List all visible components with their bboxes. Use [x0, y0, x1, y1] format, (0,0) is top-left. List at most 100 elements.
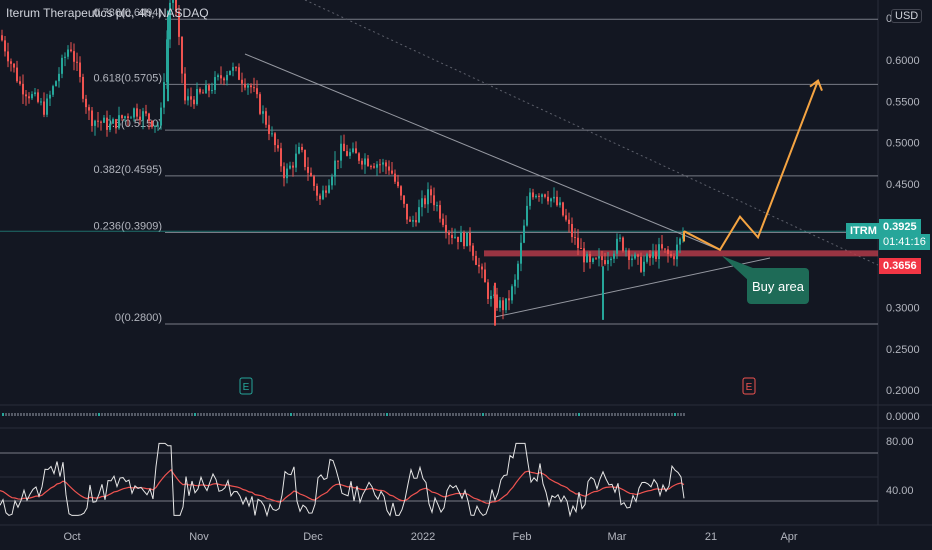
- candle-body: [373, 166, 375, 168]
- candle-body: [439, 205, 441, 219]
- osc1-dot: [377, 413, 379, 416]
- osc1-dot: [674, 413, 676, 416]
- candle-body: [592, 258, 594, 263]
- candle-body: [535, 195, 537, 198]
- osc1-dot: [347, 413, 349, 416]
- candle-body: [577, 237, 579, 248]
- candle-body: [130, 117, 132, 119]
- candle-body: [157, 125, 159, 127]
- candle-body: [109, 123, 111, 130]
- price-tick: 0.2000: [886, 385, 920, 397]
- candle-body: [142, 111, 144, 121]
- candle-body: [133, 108, 135, 118]
- candle-body: [646, 254, 648, 262]
- osc1-dot: [290, 413, 292, 416]
- osc1-dot: [407, 413, 409, 416]
- osc1-dot: [536, 413, 538, 416]
- osc1-dot: [194, 413, 196, 416]
- osc1-dot: [62, 413, 64, 416]
- osc1-dot: [137, 413, 139, 416]
- candle-body: [379, 164, 381, 166]
- candle-body: [382, 162, 384, 165]
- osc1-dot: [65, 413, 67, 416]
- candle-body: [655, 251, 657, 260]
- candle-body: [226, 74, 228, 81]
- candle-body: [619, 237, 621, 239]
- osc1-dot: [434, 413, 436, 416]
- osc1-dot: [641, 413, 643, 416]
- candle-body: [97, 120, 99, 122]
- osc1-dot: [470, 413, 472, 416]
- candle-body: [343, 143, 345, 152]
- candle-body: [358, 153, 360, 161]
- osc1-dot: [521, 413, 523, 416]
- osc1-dot: [179, 413, 181, 416]
- candle-body: [25, 94, 27, 97]
- osc1-dot: [425, 413, 427, 416]
- osc1-dot: [242, 413, 244, 416]
- candle-body: [79, 62, 81, 77]
- osc1-dot: [155, 413, 157, 416]
- candle-body: [307, 166, 309, 173]
- candle-body: [295, 153, 297, 168]
- osc1-dot: [266, 413, 268, 416]
- candle-body: [256, 88, 258, 95]
- osc1-dot: [287, 413, 289, 416]
- osc1-dot: [173, 413, 175, 416]
- candle-body: [415, 220, 417, 223]
- osc1-dot: [383, 413, 385, 416]
- candle-body: [313, 176, 315, 186]
- osc1-dot: [524, 413, 526, 416]
- candle-body: [511, 286, 513, 301]
- osc1-dot: [323, 413, 325, 416]
- osc1-dot: [218, 413, 220, 416]
- osc1-dot: [428, 413, 430, 416]
- candle-body: [298, 146, 300, 154]
- time-tick: Feb: [513, 531, 532, 543]
- rsi-tick: 80.00: [886, 436, 914, 448]
- osc1-dot: [5, 413, 7, 416]
- osc1-dot: [482, 413, 484, 416]
- candle-body: [436, 205, 438, 207]
- osc1-dot: [608, 413, 610, 416]
- osc1-dot: [329, 413, 331, 416]
- osc1-dot: [236, 413, 238, 416]
- candle-body: [319, 195, 321, 200]
- osc1-dot: [683, 413, 685, 416]
- osc1-dot: [278, 413, 280, 416]
- candle-body: [550, 198, 552, 202]
- candle-body: [634, 254, 636, 259]
- osc1-dot: [362, 413, 364, 416]
- osc1-dot: [2, 413, 4, 416]
- osc1-dot: [626, 413, 628, 416]
- candle-body: [613, 253, 615, 259]
- candle-body: [136, 108, 138, 117]
- earnings-marker-label: E: [243, 382, 250, 393]
- support-zone: [484, 250, 878, 257]
- osc1-dot: [545, 413, 547, 416]
- candle-body: [547, 196, 549, 202]
- candle-body: [568, 219, 570, 225]
- currency-button[interactable]: USD: [891, 9, 923, 23]
- osc1-dot: [314, 413, 316, 416]
- osc1-dot: [185, 413, 187, 416]
- osc1-dot: [665, 413, 667, 416]
- candle-body: [355, 148, 357, 154]
- candle-body: [403, 195, 405, 204]
- candle-body: [562, 202, 564, 216]
- osc1-dot: [296, 413, 298, 416]
- osc1-dot: [260, 413, 262, 416]
- osc1-dot: [200, 413, 202, 416]
- symbol-line[interactable]: Iterum Therapeutics plc, 4h, NASDAQ: [6, 6, 209, 20]
- osc1-dot: [95, 413, 97, 416]
- earnings-marker: [742, 377, 756, 395]
- candle-body: [325, 190, 327, 193]
- osc1-dot: [398, 413, 400, 416]
- candle-body: [397, 181, 399, 187]
- fib-label: 0(0.2800): [115, 312, 162, 324]
- candle-body: [151, 120, 153, 127]
- candle-body: [172, 0, 174, 3]
- osc1-dot: [293, 413, 295, 416]
- candle-body: [274, 133, 276, 146]
